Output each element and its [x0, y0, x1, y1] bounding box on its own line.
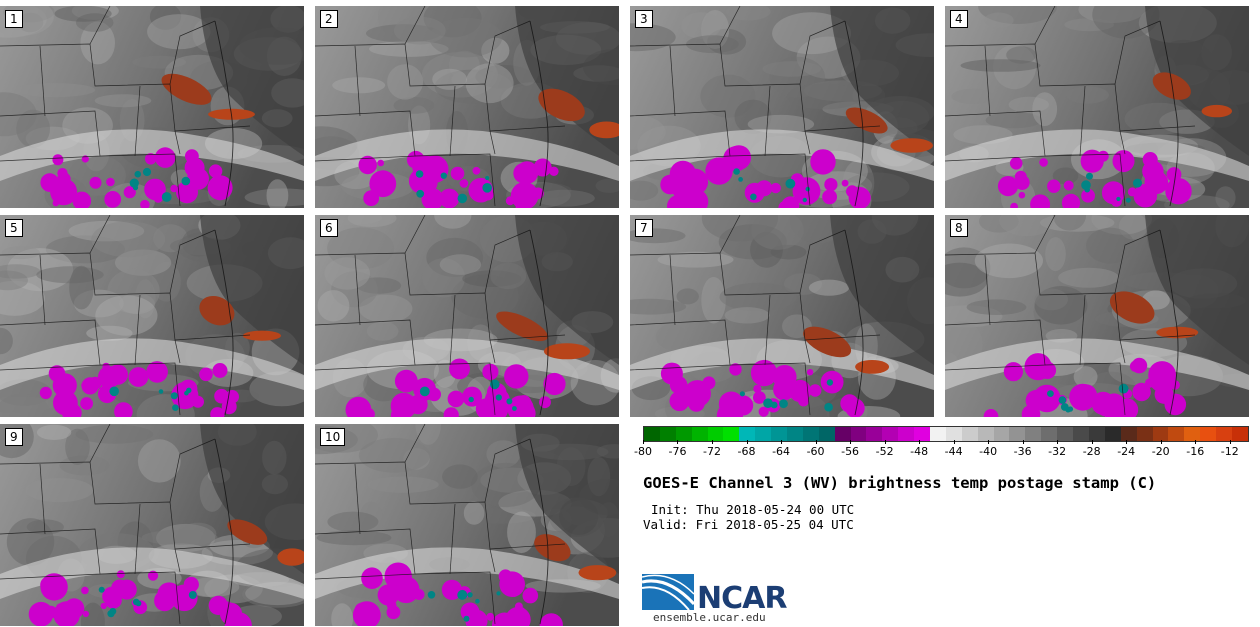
- panel-number-label: 10: [320, 428, 346, 446]
- colorbar-swatch: [1231, 427, 1248, 441]
- colorbar-tick-label: -40: [979, 440, 997, 458]
- postage-stamp-panel: 8: [945, 215, 1249, 417]
- colorbar-swatch: [659, 427, 676, 441]
- colorbar-swatch: [834, 427, 851, 441]
- panel-number-label: 1: [5, 10, 23, 28]
- colorbar-tick-label: -44: [945, 440, 963, 458]
- colorbar-tick-label: -16: [1186, 440, 1204, 458]
- panel-number-label: 4: [950, 10, 968, 28]
- ncar-logo-icon: [642, 574, 694, 611]
- colorbar-swatch: [961, 427, 978, 441]
- colorbar-swatch: [882, 427, 899, 441]
- colorbar-tick-label: -32: [1048, 440, 1066, 458]
- colorbar-swatch: [1088, 427, 1105, 441]
- colorbar-swatch: [898, 427, 915, 441]
- colorbar-ticks: -80 -76 -72 -68 -64 -60 -56 -52 -48 -44 -40 -36 -32-…: [634, 440, 1247, 460]
- colorbar-tick-label: -68: [738, 440, 756, 458]
- postage-stamp-panel: 10: [315, 424, 619, 626]
- postage-stamp-panel: 9: [0, 424, 304, 626]
- colorbar-swatch: [644, 427, 660, 441]
- colorbar-tick-label: -56: [841, 440, 859, 458]
- postage-stamp-panel: 7: [630, 215, 934, 417]
- panel-number-label: 7: [635, 219, 653, 237]
- colorbar-tick-label: -60: [807, 440, 825, 458]
- colorbar-tick-label: -72: [703, 440, 721, 458]
- figure-title: GOES-E Channel 3 (WV) brightness temp po…: [643, 474, 1157, 492]
- colorbar-swatch: [993, 427, 1010, 441]
- colorbar-swatch: [866, 427, 883, 441]
- panel-number-label: 2: [320, 10, 338, 28]
- colorbar-swatch: [1120, 427, 1137, 441]
- colorbar-tick-label: -28: [1083, 440, 1101, 458]
- colorbar-tick-label: -20: [1152, 440, 1170, 458]
- colorbar-swatch: [850, 427, 867, 441]
- colorbar-swatch: [675, 427, 692, 441]
- colorbar-tick-label: -76: [669, 440, 686, 458]
- postage-stamp-panel: 5: [0, 215, 304, 417]
- colorbar-swatch: [1025, 427, 1042, 441]
- colorbar-swatch: [691, 427, 708, 441]
- colorbar-tick-label: -36: [1014, 440, 1032, 458]
- colorbar-swatch: [1104, 427, 1121, 441]
- colorbar-swatch: [1200, 427, 1217, 441]
- logo-url: ensemble.ucar.edu: [653, 611, 766, 624]
- colorbar-swatch: [802, 427, 819, 441]
- colorbar-tick-label: -64: [772, 440, 790, 458]
- colorbar-tick-label: -48: [910, 440, 928, 458]
- ncar-logo-text: NCAR: [697, 581, 787, 616]
- colorbar-tick-label: -52: [876, 440, 894, 458]
- colorbar-tick-label: -12: [1221, 440, 1239, 458]
- postage-stamp-panel: 3: [630, 6, 934, 208]
- colorbar-swatch: [739, 427, 756, 441]
- postage-stamp-panel: 2: [315, 6, 619, 208]
- postage-stamp-panel: 1: [0, 6, 304, 208]
- colorbar-swatch: [1009, 427, 1026, 441]
- postage-stamp-panel: 4: [945, 6, 1249, 208]
- colorbar-swatch: [707, 427, 724, 441]
- colorbar: [643, 426, 1249, 442]
- init-time: Init: Thu 2018-05-24 00 UTC: [651, 502, 855, 517]
- colorbar-swatch: [914, 427, 931, 441]
- colorbar-swatch: [818, 427, 835, 441]
- valid-time: Valid: Fri 2018-05-25 04 UTC: [643, 517, 854, 532]
- panel-number-label: 6: [320, 219, 338, 237]
- colorbar-swatch: [1041, 427, 1058, 441]
- colorbar-swatch: [1057, 427, 1074, 441]
- colorbar-swatch: [723, 427, 740, 441]
- colorbar-swatch: [787, 427, 803, 441]
- colorbar-swatch: [1168, 427, 1185, 441]
- colorbar-swatch: [1073, 427, 1089, 441]
- panel-number-label: 5: [5, 219, 23, 237]
- colorbar-swatch: [930, 427, 946, 441]
- colorbar-tick-label: -80: [634, 440, 652, 458]
- colorbar-swatch: [977, 427, 994, 441]
- colorbar-swatch: [1152, 427, 1169, 441]
- colorbar-swatch: [945, 427, 962, 441]
- panel-number-label: 9: [5, 428, 23, 446]
- colorbar-swatch: [771, 427, 788, 441]
- colorbar-swatch: [1184, 427, 1201, 441]
- colorbar-tick-label: -24: [1117, 440, 1135, 458]
- colorbar-swatch: [1216, 427, 1232, 441]
- colorbar-swatch: [1136, 427, 1153, 441]
- panel-number-label: 8: [950, 219, 968, 237]
- postage-stamp-panel: 6: [315, 215, 619, 417]
- colorbar-swatch: [755, 427, 772, 441]
- panel-number-label: 3: [635, 10, 653, 28]
